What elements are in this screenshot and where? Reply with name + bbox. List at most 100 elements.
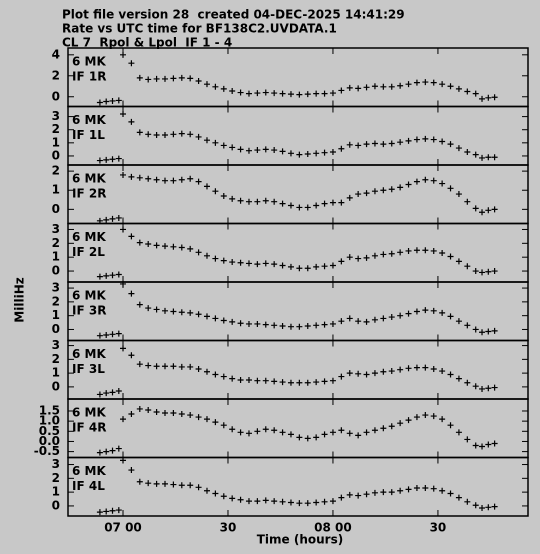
data-point [388,140,395,147]
data-point [170,308,177,315]
data-point [472,90,479,97]
data-point [96,273,103,280]
data-point [397,487,404,494]
data-point [321,149,328,156]
data-point [346,370,353,377]
data-point [195,414,202,421]
data-point [479,443,486,450]
data-point [96,157,103,164]
panel-label: IF 2L [72,245,105,259]
y-tick-label: 0.0 [39,434,60,448]
data-point [479,504,486,511]
data-point [413,178,420,185]
data-point [491,154,498,161]
data-point [413,484,420,491]
data-point [397,184,404,191]
data-point [279,90,286,97]
data-point [178,482,185,489]
data-point [422,247,429,254]
data-point [187,412,194,419]
data-point [313,202,320,209]
data-point [296,434,303,441]
data-point [380,315,387,322]
data-point [229,318,236,325]
y-tick-label: 1.5 [39,403,60,417]
data-point [262,321,269,328]
data-point [439,487,446,494]
data-point [96,99,103,106]
data-point [287,91,294,98]
data-point [187,245,194,252]
data-point [103,448,110,455]
data-point [195,249,202,256]
data-point [355,370,362,377]
data-point [229,87,236,94]
data-point [455,375,462,382]
y-tick-label: 1 [52,183,60,197]
data-point [321,321,328,328]
y-tick-label: 1.0 [39,414,60,428]
data-point [136,129,143,136]
data-point [464,379,471,386]
y-tick-label: 1 [52,308,60,322]
data-point [397,249,404,256]
y-tick-label: 2 [52,471,60,485]
data-point [161,177,168,184]
data-point [479,154,486,161]
data-point [187,175,194,182]
data-point [363,491,370,498]
data-point [203,81,210,88]
data-point [455,85,462,92]
data-point [388,489,395,496]
data-point [430,136,437,143]
data-point [296,323,303,330]
data-point [447,141,454,148]
y-tick-label: 3 [52,338,60,352]
data-point [485,207,492,214]
title-line: Plot file version 28 created 04-DEC-2025… [62,8,405,22]
data-point [245,147,252,154]
data-point [413,79,420,86]
data-point [203,252,210,259]
data-point [128,411,135,418]
data-point [338,494,345,501]
data-point [304,150,311,157]
y-tick-label: 3 [52,457,60,471]
data-point [430,413,437,420]
data-point [491,503,498,510]
data-point [212,188,219,195]
y-tick-label: 2 [52,122,60,136]
y-tick-label: 3 [52,222,60,236]
data-point [491,206,498,213]
data-point [170,243,177,250]
data-point [178,74,185,81]
y-tick-label: 1 [52,135,60,149]
data-point [161,307,168,314]
x-tick-label: 07 00 [104,521,142,535]
data-point [479,385,486,392]
data-point [346,315,353,322]
panel-label: IF 4L [72,479,105,493]
data-point [329,320,336,327]
data-point [405,486,412,493]
data-point [380,425,387,432]
data-point [109,389,116,396]
data-point [464,498,471,505]
data-point [170,410,177,417]
data-point [115,388,122,395]
data-point [296,151,303,158]
title-line: Rate vs UTC time for BF138C2.UVDATA.1 [62,22,337,36]
data-point [439,368,446,375]
data-point [187,363,194,370]
data-point [229,259,236,266]
data-point [363,429,370,436]
data-point [115,155,122,162]
data-point [153,131,160,138]
data-point [447,185,454,192]
x-tick-label: 30 [430,521,447,535]
data-point [413,136,420,143]
data-point [120,457,127,464]
data-point [153,306,160,313]
data-point [472,268,479,275]
y-tick-label: 2 [52,352,60,366]
